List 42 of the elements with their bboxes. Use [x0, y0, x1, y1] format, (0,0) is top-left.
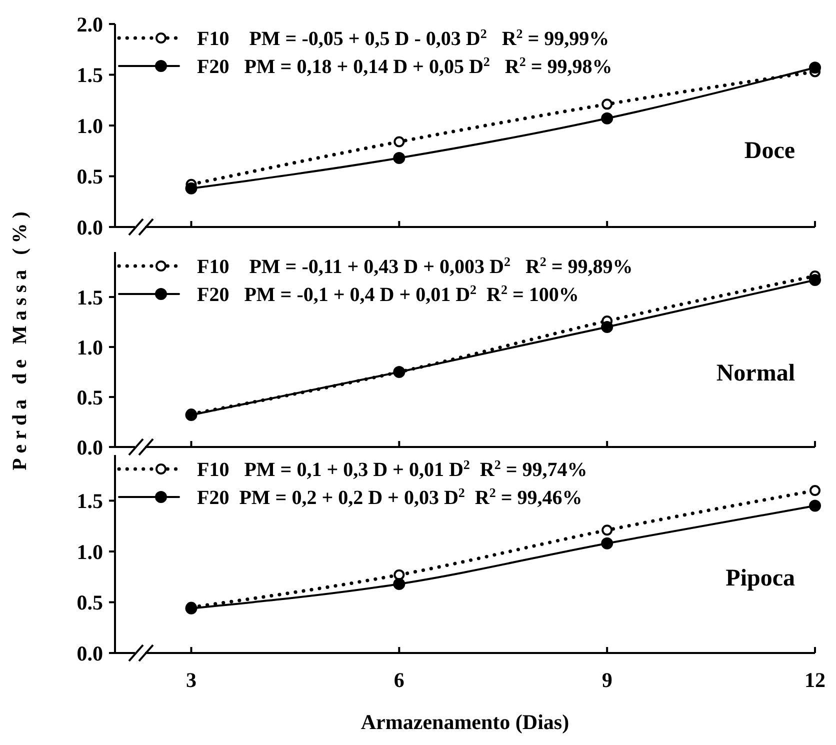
legend-label: F10 PM = -0,05 + 0,5 D - 0,03 D$^{2}$ R$^{2}$ = 99,99%: [197, 26, 610, 50]
y-tick-label: 0.0: [76, 215, 103, 240]
y-tick-label: 1.5: [76, 63, 103, 88]
annotation: Doce: [744, 138, 796, 164]
legend-label: F20 PM = 0,18 + 0,14 D + 0,05 D$^{2}$ R$^{2}$ = 99,98%: [197, 54, 612, 78]
point: [810, 485, 820, 496]
legend-label: F10 PM = 0,1 + 0,3 D + 0,01 D$^{2}$ R$^{2}$ = 99,74%: [197, 456, 588, 481]
y-tick-label: 1.0: [76, 335, 103, 360]
x-tick-label: 6: [394, 668, 404, 692]
point: [602, 98, 613, 110]
point: [394, 569, 405, 580]
point: [809, 62, 821, 74]
legend-label: F10 PM = -0,11 + 0,43 D + 0,003 D$^{2}$ R$^{2}$ = 99,89%: [197, 254, 633, 278]
y-tick-label: 2.0: [76, 12, 103, 36]
y-axis-title: Perda de Massa (%): [9, 206, 31, 470]
x-tick-label: 12: [804, 668, 826, 692]
point: [809, 500, 821, 512]
y-tick-label: 1.5: [76, 489, 103, 514]
point: [809, 274, 821, 286]
point: [185, 182, 198, 194]
point: [601, 112, 614, 124]
point: [601, 321, 614, 333]
x-axis-title: Armazenamento (Dias): [360, 710, 570, 734]
point: [393, 152, 406, 164]
annotation: Pipoca: [726, 566, 795, 592]
point: [601, 537, 614, 550]
x-tick-label: 3: [186, 668, 196, 692]
annotation: Normal: [716, 360, 796, 387]
y-tick-label: 1.0: [76, 114, 103, 138]
point: [393, 578, 406, 590]
y-tick-label: 1.5: [76, 285, 103, 310]
legend-label: F20 PM = -0,1 + 0,4 D + 0,01 D$^{2}$ R$^{2}$ = 100%: [197, 282, 579, 306]
y-tick-label: 0.5: [76, 164, 103, 189]
y-tick-label: 0.0: [76, 435, 103, 460]
legend-label: F20 PM = 0,2 + 0,2 D + 0,03 D$^{2}$ R$^{2}$ = 99,46%: [197, 484, 582, 509]
y-tick-label: 0.5: [76, 590, 103, 615]
y-tick-label: 0.0: [76, 641, 103, 666]
point: [394, 136, 405, 148]
y-tick-label: 1.0: [76, 540, 103, 564]
y-tick-label: 0.5: [76, 385, 103, 410]
point: [602, 524, 613, 536]
x-tick-label: 9: [602, 668, 612, 692]
